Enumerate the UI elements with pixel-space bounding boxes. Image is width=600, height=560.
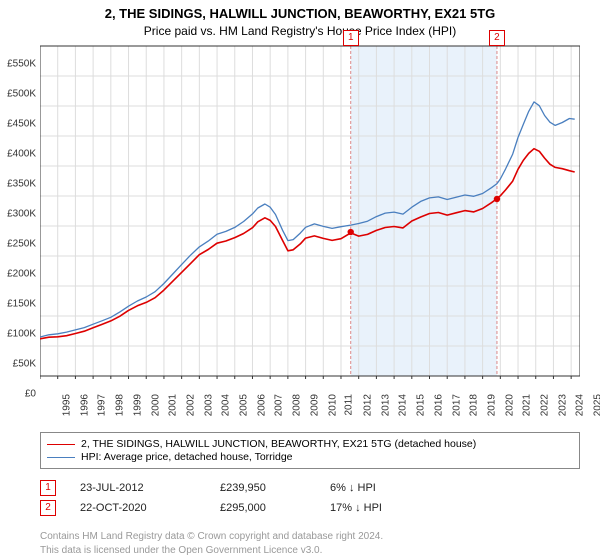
chart-marker: 2 (489, 30, 505, 46)
sale-date: 23-JUL-2012 (80, 482, 220, 494)
x-tick-label: 2011 (344, 394, 355, 416)
y-tick-label: £50K (13, 359, 36, 370)
sale-date: 22-OCT-2020 (80, 502, 220, 514)
sale-price: £239,950 (220, 482, 330, 494)
y-tick-label: £150K (7, 299, 36, 310)
y-tick-label: £550K (7, 59, 36, 70)
x-tick-label: 2021 (522, 394, 533, 416)
x-tick-label: 1996 (79, 394, 90, 416)
x-tick-label: 2019 (486, 394, 497, 416)
x-tick-label: 1995 (61, 394, 72, 416)
y-tick-label: £250K (7, 239, 36, 250)
sale-diff: 17% ↓ HPI (330, 502, 440, 514)
x-tick-label: 2006 (256, 394, 267, 416)
x-tick-label: 2001 (167, 394, 178, 416)
x-tick-label: 2008 (291, 394, 302, 416)
x-tick-label: 2022 (539, 394, 550, 416)
x-tick-label: 2007 (274, 394, 285, 416)
chart-area: 12 (40, 42, 600, 412)
x-tick-label: 2000 (150, 394, 161, 416)
x-tick-label: 2015 (415, 394, 426, 416)
x-tick-label: 1998 (114, 394, 125, 416)
footer-line-1: Contains HM Land Registry data © Crown c… (40, 530, 383, 544)
y-tick-label: £500K (7, 89, 36, 100)
x-tick-label: 2014 (398, 394, 409, 416)
x-tick-label: 2017 (451, 394, 462, 416)
y-tick-label: £300K (7, 209, 36, 220)
x-tick-label: 2003 (203, 394, 214, 416)
x-tick-label: 2012 (362, 394, 373, 416)
chart-marker: 1 (343, 30, 359, 46)
sales-table: 1 23-JUL-2012£239,9506% ↓ HPI 2 22-OCT-2020… (40, 476, 580, 520)
x-tick-label: 2002 (185, 394, 196, 416)
x-tick-label: 1999 (132, 394, 143, 416)
x-tick-label: 2023 (557, 394, 568, 416)
legend-row: HPI: Average price, detached house, Torr… (47, 451, 573, 463)
legend: 2, THE SIDINGS, HALWILL JUNCTION, BEAWOR… (40, 432, 580, 469)
sale-row: 1 23-JUL-2012£239,9506% ↓ HPI (40, 480, 580, 496)
chart-title: 2, THE SIDINGS, HALWILL JUNCTION, BEAWOR… (0, 6, 600, 21)
sale-marker: 1 (40, 480, 56, 496)
legend-swatch (47, 457, 75, 458)
legend-swatch (47, 444, 75, 445)
x-tick-label: 2013 (380, 394, 391, 416)
x-tick-label: 2025 (592, 394, 600, 416)
x-tick-label: 2009 (309, 394, 320, 416)
x-tick-label: 2020 (504, 394, 515, 416)
legend-row: 2, THE SIDINGS, HALWILL JUNCTION, BEAWOR… (47, 438, 573, 450)
x-tick-label: 2010 (327, 394, 338, 416)
x-axis-labels: 1995 1996 1997 1998 1999 2000 2001 2002 2003 2004… (40, 394, 580, 434)
sale-price: £295,000 (220, 502, 330, 514)
y-tick-label: £100K (7, 329, 36, 340)
sale-row: 2 22-OCT-2020£295,00017% ↓ HPI (40, 500, 580, 516)
y-tick-label: £350K (7, 179, 36, 190)
y-axis-labels: £0£50K£100K£150K£200K£250K£300K£350K£400… (0, 60, 38, 390)
x-tick-label: 2016 (433, 394, 444, 416)
y-tick-label: £450K (7, 119, 36, 130)
y-tick-label: £200K (7, 269, 36, 280)
footer-attribution: Contains HM Land Registry data © Crown c… (40, 530, 383, 557)
x-tick-label: 2004 (221, 394, 232, 416)
x-tick-label: 2024 (575, 394, 586, 416)
sale-diff: 6% ↓ HPI (330, 482, 440, 494)
x-tick-label: 1997 (97, 394, 108, 416)
footer-line-2: This data is licensed under the Open Gov… (40, 544, 383, 558)
chart-subtitle: Price paid vs. HM Land Registry's House … (0, 24, 600, 38)
legend-label: 2, THE SIDINGS, HALWILL JUNCTION, BEAWOR… (81, 438, 476, 450)
y-tick-label: £0 (25, 389, 36, 400)
x-tick-label: 2018 (468, 394, 479, 416)
x-tick-label: 2005 (238, 394, 249, 416)
sale-marker: 2 (40, 500, 56, 516)
legend-label: HPI: Average price, detached house, Torr… (81, 451, 293, 463)
y-tick-label: £400K (7, 149, 36, 160)
